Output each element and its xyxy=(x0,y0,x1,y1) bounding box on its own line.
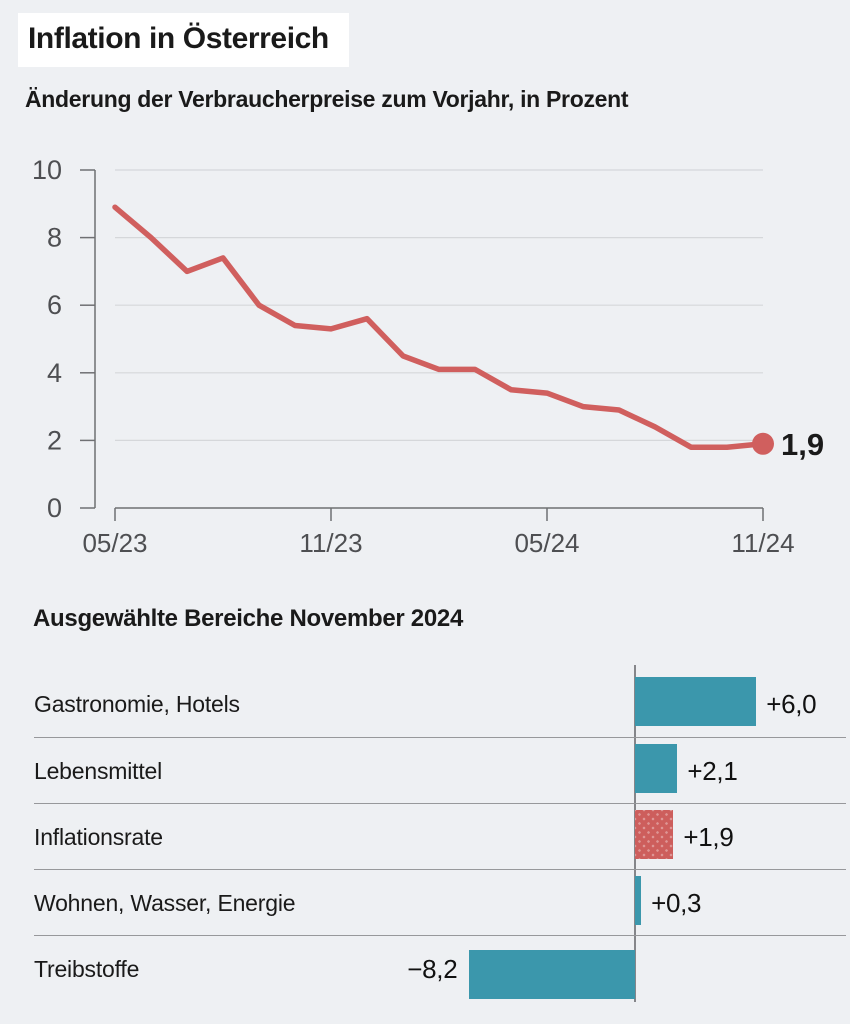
x-axis-tick-label: 11/23 xyxy=(299,528,362,558)
highlight-bar xyxy=(635,810,674,859)
y-axis-tick-label: 10 xyxy=(32,155,62,185)
title-box: Inflation in Österreich xyxy=(18,13,349,67)
bar-row: Lebensmittel +2,1 xyxy=(34,737,846,804)
y-axis-tick-label: 8 xyxy=(47,223,62,253)
bar-row: Gastronomie, Hotels +6,0 xyxy=(34,671,846,737)
bar-value-label: +6,0 xyxy=(766,689,817,719)
y-axis-tick-label: 2 xyxy=(47,425,62,455)
bar-category-label: Wohnen, Wasser, Energie xyxy=(34,890,296,916)
bar-value-label: +0,3 xyxy=(651,888,702,918)
y-axis-tick-label: 4 xyxy=(47,358,62,388)
bar-category-label: Gastronomie, Hotels xyxy=(34,691,240,717)
value-bar xyxy=(635,744,678,793)
end-value-label: 1,9 xyxy=(781,427,824,462)
bar-category-label: Treibstoffe xyxy=(34,956,140,982)
x-axis-tick-label: 05/23 xyxy=(82,528,147,558)
page-subtitle: Änderung der Verbraucherpreise zum Vorja… xyxy=(25,86,629,112)
bar-value-label: +2,1 xyxy=(687,756,738,786)
bar-category-label: Inflationsrate xyxy=(34,824,163,850)
page-title: Inflation in Österreich xyxy=(28,22,329,55)
sector-bar-chart: Gastronomie, Hotels +6,0 Lebensmittel +2,1 I… xyxy=(0,665,850,1016)
value-bar xyxy=(635,876,642,925)
x-axis-tick-label: 11/24 xyxy=(731,528,794,558)
inflation-line xyxy=(112,204,766,450)
section-title: Ausgewählte Bereiche November 2024 xyxy=(33,605,463,632)
bar-value-label: −8,2 xyxy=(407,954,458,984)
bar-row: Wohnen, Wasser, Energie +0,3 xyxy=(34,869,846,936)
x-axis-tick-label: 05/24 xyxy=(514,528,579,558)
value-bar xyxy=(635,677,757,726)
value-bar xyxy=(469,950,635,999)
inflation-line-chart: 0 2 4 6 8 10 05/23 11/23 05/24 11/24 1,9 xyxy=(32,155,824,558)
bar-row: Treibstoffe −8,2 xyxy=(34,935,846,1002)
y-axis-tick-label: 0 xyxy=(47,493,62,523)
end-point-marker xyxy=(752,432,774,455)
bar-row: Inflationsrate +1,9 xyxy=(34,803,846,870)
bar-category-label: Lebensmittel xyxy=(34,758,163,784)
y-axis-tick-label: 6 xyxy=(47,290,62,320)
bar-value-label: +1,9 xyxy=(683,822,734,852)
